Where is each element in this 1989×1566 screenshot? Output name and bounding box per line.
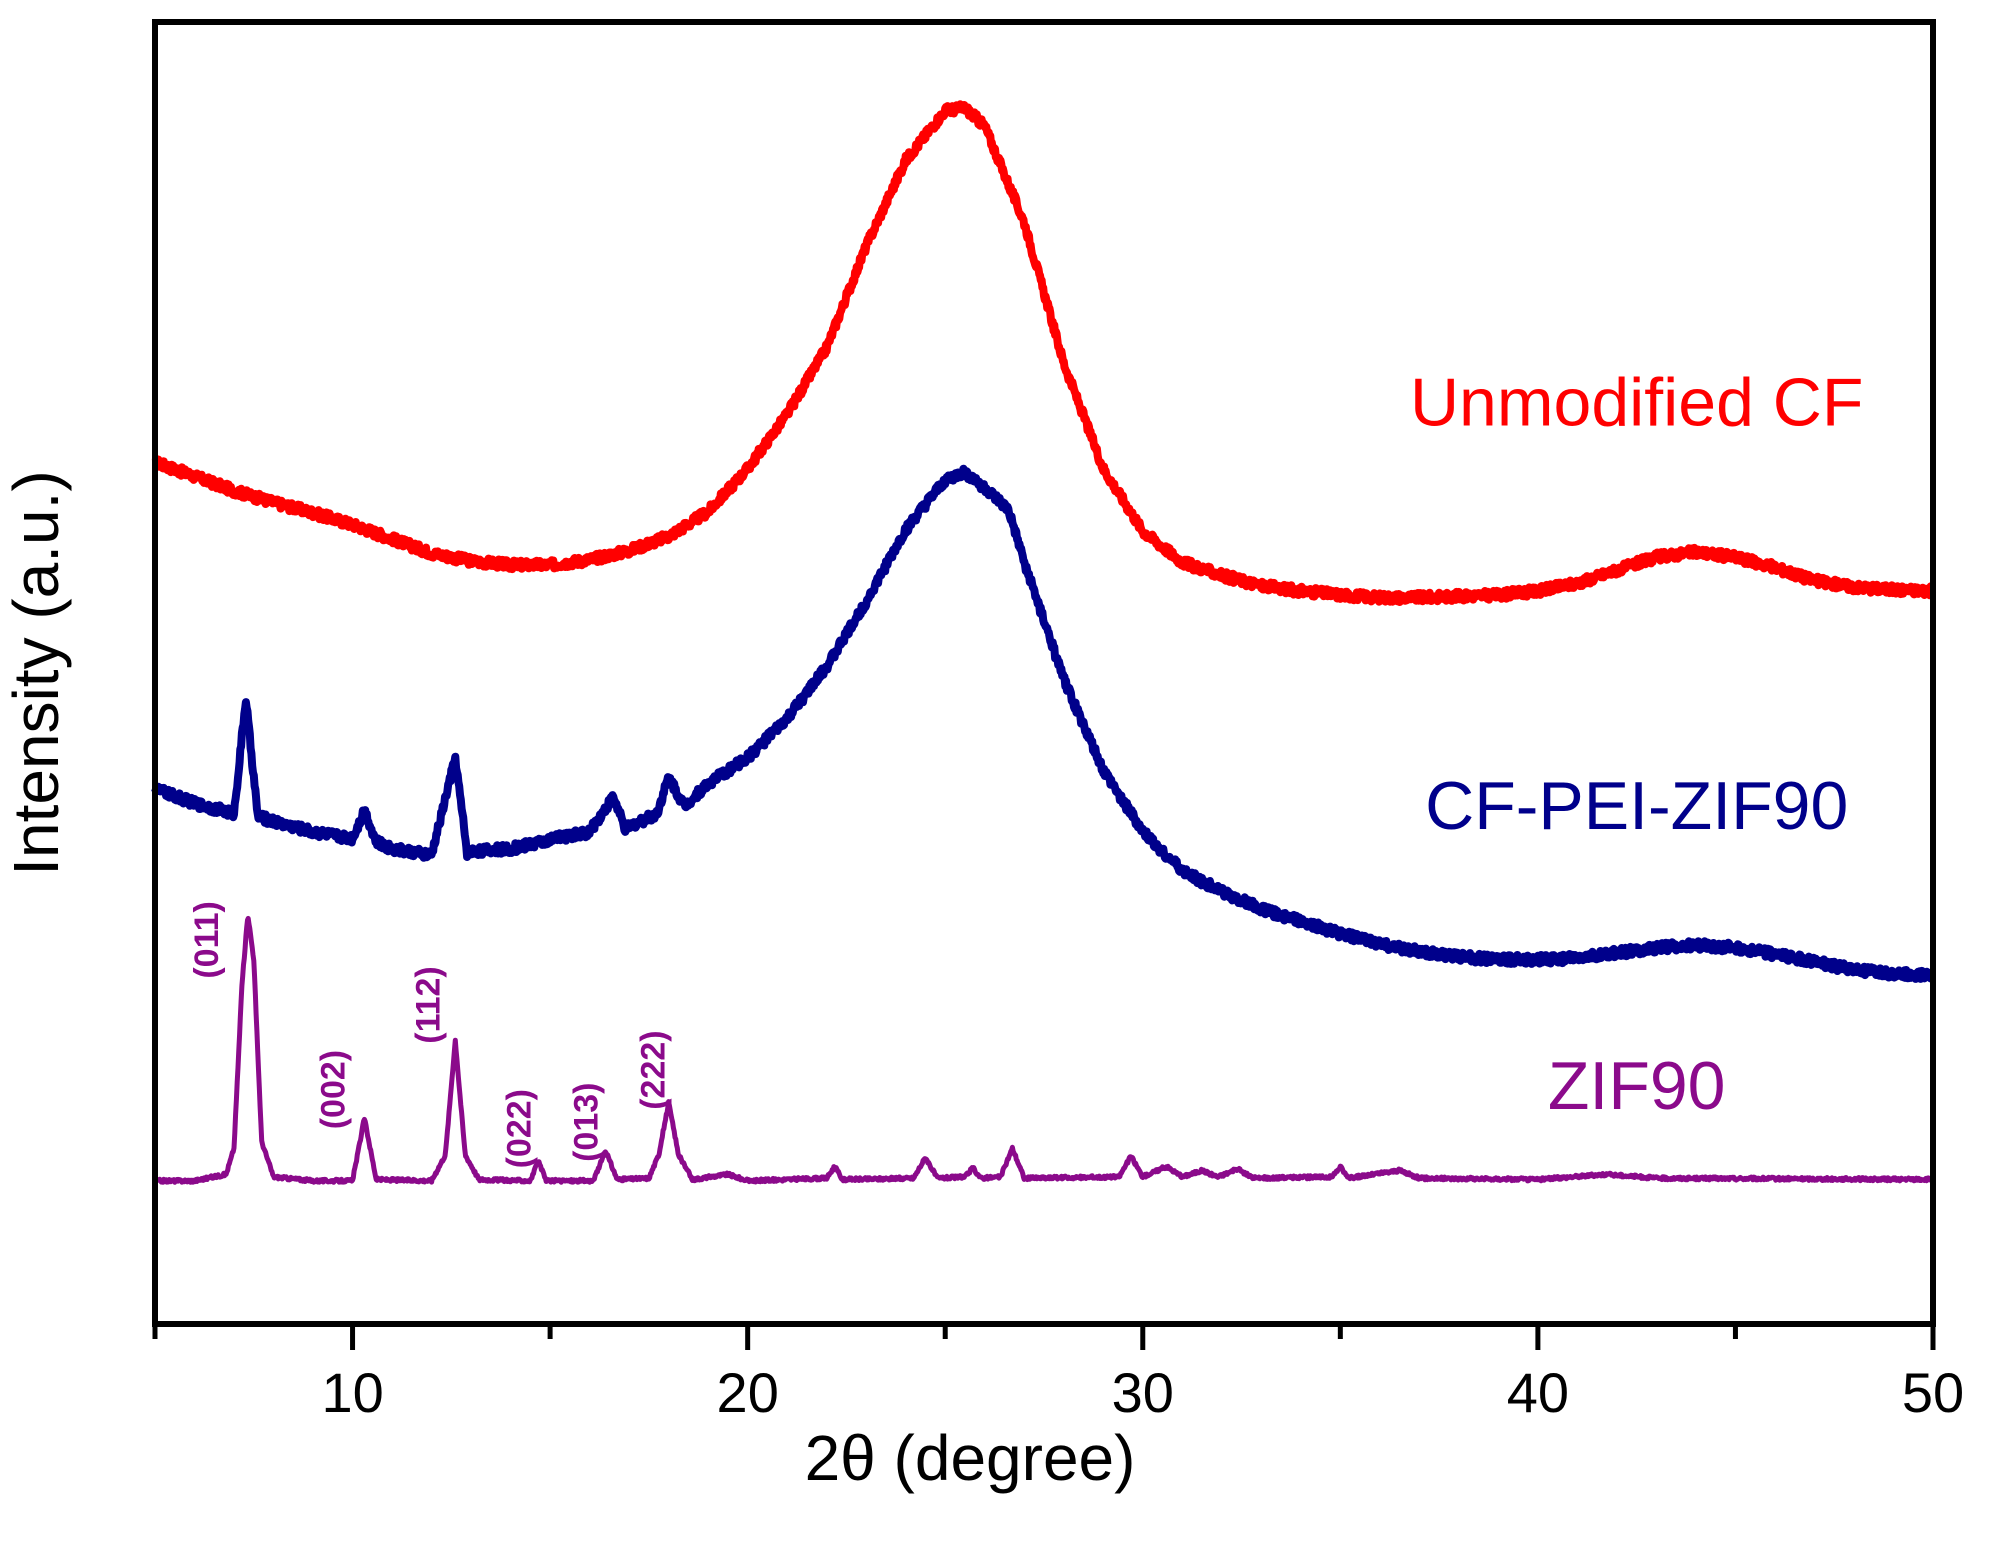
x-tick-label: 40 (1507, 1361, 1569, 1424)
curves-layer (151, 100, 1937, 1185)
series-line-cf-pei-zif90 (151, 464, 1937, 983)
x-tick-label: 50 (1902, 1361, 1964, 1424)
series-label-1: CF-PEI-ZIF90 (1425, 768, 1848, 844)
peak-label-2: (112) (410, 966, 448, 1044)
peak-label-5: (222) (635, 1030, 673, 1109)
peak-label-1: (002) (315, 1050, 353, 1129)
x-tick-label: 20 (717, 1361, 779, 1424)
y-axis-title: Intensity (a.u.) (0, 470, 72, 876)
x-tick-label: 10 (321, 1361, 383, 1424)
peak-label-4: (013) (568, 1083, 606, 1162)
series-label-0: Unmodified CF (1410, 365, 1864, 441)
x-axis-ticks: 10 20 30 40 50 (152, 1324, 1964, 1424)
series-line-unmodified-cf (151, 100, 1937, 606)
annotations-layer: (011) (002) (112) (022) (013) (222) Unmodified… (188, 365, 1863, 1169)
series-line-zif90 (152, 915, 1935, 1185)
x-tick-label: 30 (1112, 1361, 1174, 1424)
x-axis-title: 2θ (degree) (805, 1422, 1136, 1494)
peak-label-3: (022) (500, 1089, 538, 1168)
plot-frame (152, 19, 1936, 1327)
peak-label-0: (011) (188, 901, 226, 979)
series-label-2: ZIF90 (1548, 1048, 1726, 1124)
